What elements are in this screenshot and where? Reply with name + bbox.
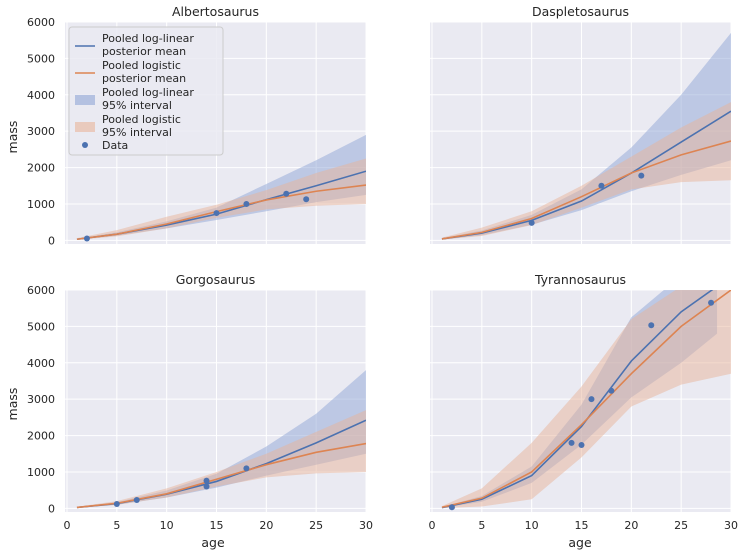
series-layer (441, 290, 731, 511)
data-point (448, 504, 455, 511)
legend-frame (68, 26, 224, 156)
panel-title: Albertosaurus (172, 4, 259, 19)
ylabel-top: mass (5, 121, 20, 154)
series-layer (76, 134, 366, 242)
data-point (648, 322, 655, 329)
panels: Albertosaurus0100020003000400050006000Da… (27, 4, 738, 532)
legend-patch-swatch (75, 95, 95, 105)
data-point (598, 182, 605, 189)
logistic-interval-band (441, 290, 731, 509)
data-point (113, 500, 120, 507)
legend-label: 95% interval (102, 126, 172, 139)
x-tick-label: 5 (478, 519, 485, 532)
legend-dot-swatch (82, 142, 88, 148)
x-tick-label: 10 (525, 519, 539, 532)
y-tick-label: 5000 (27, 320, 55, 333)
data-point (203, 477, 210, 484)
data-point (568, 439, 575, 446)
panel-tyrannosaurus: Tyrannosaurus 0 5 10 15 20 25 30 (428, 272, 738, 532)
panel-daspletosaurus: Daspletosaurus (430, 4, 732, 244)
data-point (133, 496, 140, 503)
x-tick-label: 30 (724, 519, 738, 532)
legend-label: Pooled logistic (102, 113, 181, 126)
data-point (203, 483, 210, 490)
loglinear-mean-line (441, 290, 714, 509)
y-tick-label: 1000 (27, 466, 55, 479)
legend-label: Data (102, 139, 128, 152)
logistic-interval-band (441, 102, 731, 240)
data-point (708, 299, 715, 306)
y-tick-label: 2000 (27, 430, 55, 443)
legend-entry: Data (82, 139, 128, 152)
x-tick-label: 0 (63, 519, 70, 532)
data-point (243, 200, 250, 207)
x-tick-label: 10 (160, 519, 174, 532)
y-tick-label: 6000 (27, 16, 55, 29)
legend-label: posterior mean (102, 45, 186, 58)
data-point (638, 172, 645, 179)
legend-label: Pooled log-linear (102, 86, 194, 99)
series-layer (441, 32, 731, 240)
x-tick-label: 20 (259, 519, 273, 532)
logistic-mean-line (441, 140, 731, 240)
y-tick-label: 4000 (27, 357, 55, 370)
data-point (283, 190, 290, 197)
y-tick-label: 3000 (27, 125, 55, 138)
legend-label: posterior mean (102, 72, 186, 85)
x-tick-label: 25 (309, 519, 323, 532)
data-point (83, 235, 90, 242)
panel-gorgosaurus: Gorgosaurus 0 1000 2000 3000 4000 5000 6000 0 5 10… (27, 272, 373, 532)
x-tick-label: 30 (359, 519, 373, 532)
data-point (588, 396, 595, 403)
x-tick-label: 0 (428, 519, 435, 532)
y-tick-label: 0 (48, 234, 55, 247)
legend-patch-swatch (75, 122, 95, 132)
data-point (578, 442, 585, 449)
x-tick-label: 15 (209, 519, 223, 532)
y-tick-label: 1000 (27, 198, 55, 211)
legend-label: 95% interval (102, 99, 172, 112)
y-tick-label: 3000 (27, 393, 55, 406)
ylabel-bottom: mass (5, 388, 20, 421)
xlabel-right: age (568, 535, 592, 550)
x-tick-label: 25 (674, 519, 688, 532)
y-tick-label: 4000 (27, 89, 55, 102)
data-point (528, 219, 535, 226)
logistic-interval-band (76, 410, 366, 508)
data-point (243, 465, 250, 472)
xlabel-left: age (201, 535, 225, 550)
data-point (213, 210, 220, 217)
logistic-mean-line (441, 290, 731, 509)
panel-title: Tyrannosaurus (534, 272, 626, 287)
y-tick-label: 2000 (27, 162, 55, 175)
y-tick-label: 5000 (27, 52, 55, 65)
y-tick-label: 0 (48, 502, 55, 515)
y-tick-label: 6000 (27, 284, 55, 297)
data-point (303, 196, 310, 203)
x-tick-label: 15 (574, 519, 588, 532)
panel-title: Daspletosaurus (532, 4, 629, 19)
panel-title: Gorgosaurus (176, 272, 256, 287)
x-tick-label: 20 (624, 519, 638, 532)
legend-label: Pooled log-linear (102, 32, 194, 45)
x-tick-label: 5 (113, 519, 120, 532)
legend-label: Pooled logistic (102, 59, 181, 72)
data-point (608, 387, 615, 394)
series-layer (76, 370, 366, 509)
